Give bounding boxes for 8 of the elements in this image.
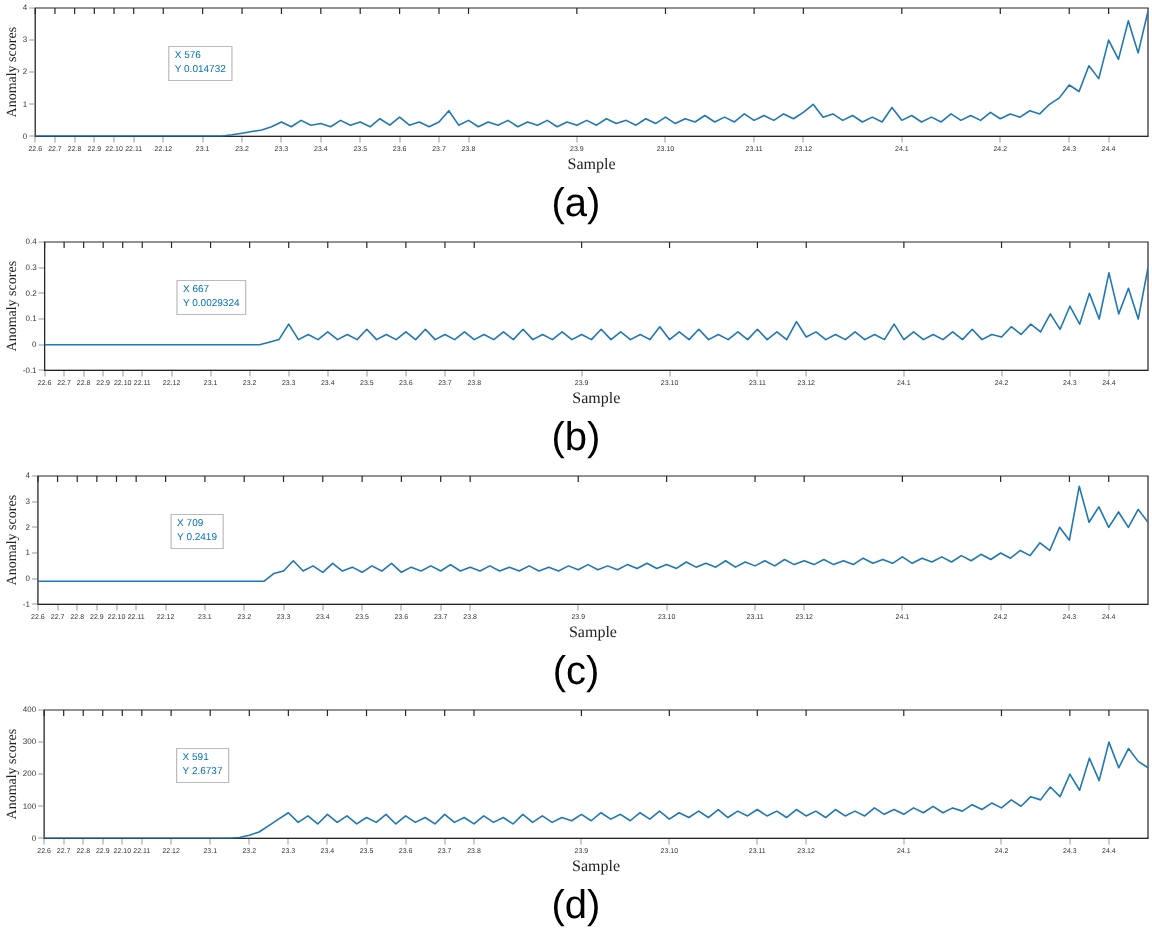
x-axis-title: Sample xyxy=(568,622,618,641)
x-axis-title: Sample xyxy=(572,856,621,875)
x-axis-title: Sample xyxy=(567,154,617,173)
text: (d) xyxy=(549,882,603,932)
x-axis-title: Sample xyxy=(572,388,622,407)
text: (c) xyxy=(550,648,602,698)
text: (b) xyxy=(549,414,603,464)
text: (a) xyxy=(549,180,603,230)
